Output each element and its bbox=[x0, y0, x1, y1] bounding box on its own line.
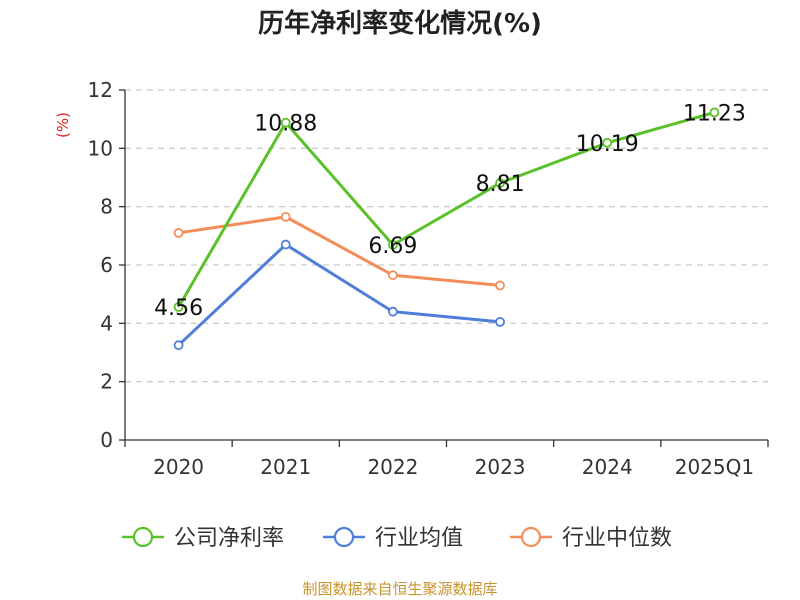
data-point bbox=[602, 137, 613, 148]
y-tick-label: 4 bbox=[100, 311, 113, 335]
series-line bbox=[177, 243, 501, 347]
data-point bbox=[173, 302, 184, 312]
data-label: 8.81 bbox=[476, 172, 525, 197]
data-point bbox=[280, 117, 291, 128]
series-line bbox=[177, 111, 715, 308]
grid-lines bbox=[125, 89, 768, 383]
data-point bbox=[280, 239, 291, 250]
data-label: 4.56 bbox=[154, 296, 203, 321]
data-point bbox=[495, 280, 505, 291]
data-point bbox=[709, 107, 720, 118]
data-label: 6.69 bbox=[368, 234, 417, 259]
x-tick-label: 2022 bbox=[367, 455, 418, 479]
x-tick-label: 2020 bbox=[153, 455, 204, 479]
legend-swatch-marker bbox=[132, 526, 154, 548]
data-point bbox=[388, 306, 398, 317]
x-tick-label: 2025Q1 bbox=[675, 455, 754, 479]
legend: 公司净利率 行业均值 行业中位数 bbox=[122, 526, 672, 551]
data-point bbox=[388, 239, 398, 250]
chart-title: 历年净利率变化情况(%) bbox=[258, 8, 542, 39]
data-point bbox=[280, 211, 291, 222]
source-note: 制图数据来自恒生聚源数据库 bbox=[302, 580, 497, 598]
data-labels: 4.56 10.88 6.69 8.81 10.19 11.23 bbox=[154, 101, 746, 321]
data-point bbox=[388, 270, 398, 281]
data-label: 10.19 bbox=[576, 132, 639, 157]
y-axis-label: (%) bbox=[54, 112, 72, 138]
axes: 0 2 4 6 8 10 12 2020 2021 2022 2023 2024 2025Q1 bbox=[88, 78, 769, 479]
y-tick-label: 0 bbox=[100, 428, 113, 452]
data-point bbox=[173, 340, 184, 351]
legend-label: 公司净利率 bbox=[174, 526, 284, 551]
y-tick-label: 2 bbox=[100, 370, 113, 394]
series-layer bbox=[173, 107, 720, 351]
data-label: 10.88 bbox=[254, 112, 317, 137]
x-tick-label: 2021 bbox=[260, 455, 311, 479]
y-tick-label: 8 bbox=[100, 195, 113, 219]
legend-label: 行业中位数 bbox=[562, 526, 672, 551]
legend-label: 行业均值 bbox=[375, 526, 463, 551]
data-label: 11.23 bbox=[683, 101, 746, 126]
legend-swatch-marker bbox=[333, 526, 355, 548]
y-tick-label: 12 bbox=[88, 78, 113, 102]
legend-swatch-marker bbox=[520, 526, 542, 548]
data-point bbox=[495, 178, 505, 188]
series-line bbox=[178, 215, 501, 287]
x-tick-label: 2023 bbox=[475, 455, 526, 479]
data-point bbox=[173, 228, 184, 238]
data-point bbox=[495, 316, 505, 327]
y-tick-label: 6 bbox=[100, 253, 113, 277]
x-tick-label: 2024 bbox=[582, 455, 633, 479]
y-tick-label: 10 bbox=[88, 136, 113, 160]
